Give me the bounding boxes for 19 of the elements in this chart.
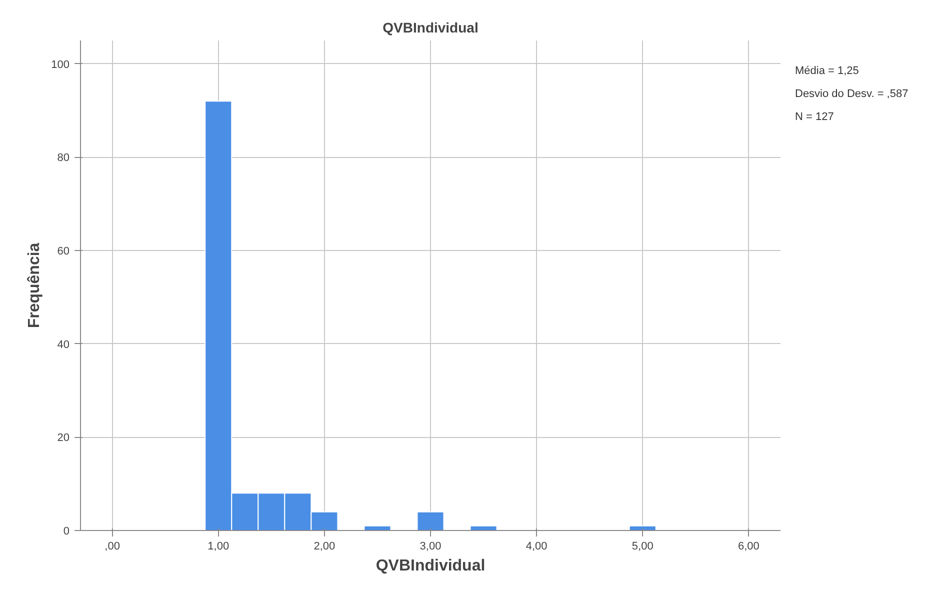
chart-title: QVBIndividual — [382, 20, 478, 36]
text: Média = 1,25 — [795, 65, 859, 78]
y-tick-label: 100 — [51, 58, 70, 71]
text: N = 127 — [795, 111, 834, 124]
text: Desvio do Desv. = ,587 — [795, 88, 908, 101]
x-tick-label: 2,00 — [314, 540, 336, 552]
y-axis-title: Frequência — [26, 242, 44, 328]
y-tick-label: 60 — [57, 246, 70, 258]
y-tick-label: 80 — [57, 152, 70, 164]
y-tick-label: 20 — [57, 432, 70, 444]
x-tick-label: 1,00 — [208, 540, 230, 552]
x-tick-label: ,00 — [104, 540, 120, 552]
x-tick-label: 4,00 — [526, 540, 548, 552]
x-tick-label: 6,00 — [738, 540, 760, 552]
y-tick-label: 40 — [57, 338, 70, 351]
x-tick-label: 5,00 — [632, 540, 654, 552]
y-tick-label: 0 — [63, 526, 70, 538]
x-axis-title: QVBIndividual — [376, 558, 486, 574]
x-tick-label: 3,00 — [420, 540, 442, 552]
